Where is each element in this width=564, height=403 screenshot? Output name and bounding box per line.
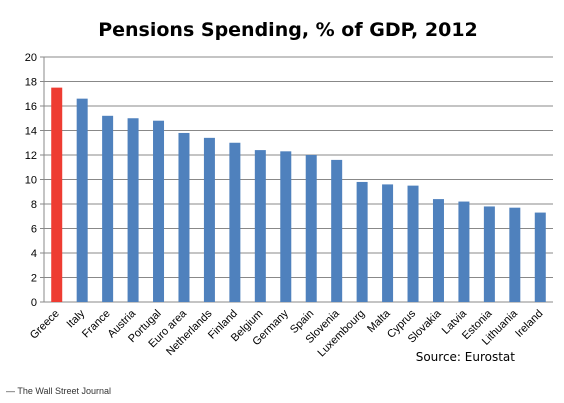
y-tick-label: 4 [31,248,37,260]
bar [407,185,419,302]
bars [51,87,546,303]
bar [254,150,266,302]
y-tick-label: 14 [25,126,37,138]
bar [127,118,139,302]
y-tick-label: 0 [31,297,37,309]
credit-line: — The Wall Street Journal [6,386,112,396]
y-tick-label: 12 [25,150,37,162]
y-tick-label: 2 [31,273,37,285]
bar [331,159,343,302]
y-tick-label: 16 [25,101,37,113]
y-tick-label: 20 [25,52,37,64]
y-tick-label: 8 [31,199,37,211]
chart-title: Pensions Spending, % of GDP, 2012 [98,19,478,41]
bar [229,142,241,302]
gridlines [40,56,553,303]
y-tick-label: 10 [25,175,37,187]
bar [483,206,495,302]
bar [153,120,165,302]
bar [305,155,317,302]
bar [382,184,394,302]
x-category-label: Greece [28,308,62,342]
y-tick-label: 18 [25,77,37,89]
bar [76,98,88,303]
x-category-label: Ireland [513,308,545,340]
bar [51,87,63,302]
bar [102,115,114,302]
bar [280,151,292,302]
bar [356,181,368,302]
y-axis-ticks: 0 2 4 6 8 10 12 14 16 18 20 [25,52,37,309]
source-note: Source: Eurostat [416,350,516,364]
bar [178,132,190,302]
chart-frame: Pensions Spending, % of GDP, 2012 0 2 4 6 8 1… [24,19,553,364]
bar [458,201,470,302]
y-tick-label: 6 [31,224,37,236]
bar-chart: Pensions Spending, % of GDP, 2012 0 2 4 6 8 1… [25,19,553,364]
bar [509,207,521,302]
bar [203,137,215,302]
bar [432,199,444,302]
bar [534,212,546,302]
